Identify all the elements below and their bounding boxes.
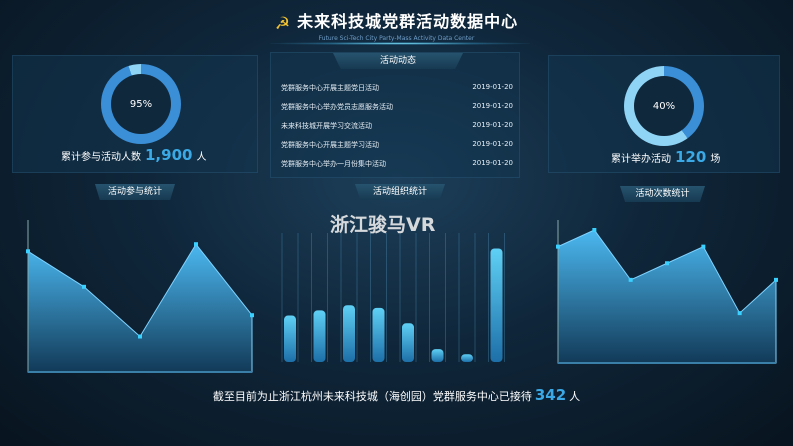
activity-list-item[interactable]: 党群服务中心举办一月份集中活动 2019-01-20: [281, 159, 513, 169]
left-area-chart: [26, 220, 254, 373]
right-area-chart: [556, 220, 778, 364]
visitor-summary: 截至目前为止浙江杭州未来科技城（海创园）党群服务中心已接待 342 人: [0, 386, 793, 404]
data-point: [82, 284, 86, 289]
bar: [343, 305, 355, 362]
data-point: [592, 228, 597, 232]
right-chart-title: 活动次数统计: [620, 186, 705, 202]
bar: [284, 315, 296, 362]
area-series: [27, 243, 253, 373]
bar: [313, 310, 326, 362]
bar: [490, 248, 503, 362]
title-text: 未来科技城党群活动数据中心: [297, 12, 519, 31]
data-point: [138, 334, 142, 339]
data-point: [774, 277, 778, 282]
bar: [461, 354, 473, 362]
activity-date: 2019-01-20: [472, 159, 513, 167]
data-point: [737, 311, 742, 316]
visitor-count: 342: [534, 386, 567, 404]
center-chart-title: 活动组织统计: [355, 184, 445, 200]
activity-date: 2019-01-20: [472, 140, 513, 148]
activity-list-item[interactable]: 党群服务中心举办党员志愿服务活动 2019-01-20: [281, 102, 513, 112]
participants-stat: 累计参与活动人数 1,900 人: [61, 146, 206, 164]
activity-date: 2019-01-20: [472, 102, 513, 110]
participants-percent: 95%: [111, 74, 171, 134]
activity-text: 党群服务中心开展主题党日活动: [281, 84, 379, 92]
left-chart-title: 活动参与统计: [95, 184, 175, 200]
activity-text: 党群服务中心举办党员志愿服务活动: [281, 103, 393, 111]
summary-text: 截至目前为止浙江杭州未来科技城（海创园）党群服务中心已接待: [212, 390, 532, 403]
participants-ring: 95%: [101, 64, 181, 144]
activities-panel: 40% 累计举办活动 120 场: [548, 55, 780, 173]
activities-percent: 40%: [634, 76, 694, 136]
hammer-sickle-icon: ☭: [274, 14, 292, 34]
bar: [431, 349, 444, 362]
activity-text: 党群服务中心举办一月份集中活动: [281, 160, 386, 168]
data-point: [628, 277, 633, 282]
title-glow-divider: [270, 42, 530, 45]
stat-unit: 人: [196, 152, 207, 163]
center-bar-chart: [281, 233, 505, 362]
participants-panel: 95% 累计参与活动人数 1,900 人: [12, 55, 258, 173]
data-point: [556, 244, 560, 249]
data-point: [250, 313, 254, 318]
stat-unit: 场: [710, 154, 721, 165]
summary-unit: 人: [569, 390, 581, 403]
stat-label: 累计举办活动: [611, 154, 671, 165]
activity-list-panel: 活动动态 党群服务中心开展主题党日活动 2019-01-20 党群服务中心举办党员志…: [270, 52, 520, 178]
bar: [372, 307, 385, 362]
watermark: 浙江骏马VR: [330, 214, 436, 236]
activity-date: 2019-01-20: [472, 83, 513, 91]
activity-text: 党群服务中心开展主题学习活动: [281, 141, 379, 149]
area-series: [557, 229, 777, 364]
data-point: [26, 249, 30, 254]
stat-value: 120: [675, 148, 707, 166]
bar: [402, 323, 414, 362]
activity-list-title: 活动动态: [333, 53, 463, 69]
data-point: [665, 261, 669, 266]
data-point: [194, 242, 198, 247]
stat-value: 1,900: [145, 146, 193, 164]
stat-label: 累计参与活动人数: [61, 152, 141, 163]
activity-text: 未来科技城开展学习交流活动: [281, 122, 372, 130]
subtitle: Future Sci-Tech City Party-Mass Activity…: [318, 35, 475, 42]
activity-list-item[interactable]: 党群服务中心开展主题学习活动 2019-01-20: [281, 140, 513, 150]
activities-stat: 累计举办活动 120 场: [611, 148, 720, 166]
activity-date: 2019-01-20: [472, 121, 513, 129]
activities-ring: 40%: [624, 66, 704, 146]
data-point: [701, 244, 706, 249]
page-title: ☭ 未来科技城党群活动数据中心 Future Sci-Tech City Part…: [0, 8, 793, 42]
activity-list-item[interactable]: 党群服务中心开展主题党日活动 2019-01-20: [281, 83, 513, 93]
activity-list-item[interactable]: 未来科技城开展学习交流活动 2019-01-20: [281, 121, 513, 131]
